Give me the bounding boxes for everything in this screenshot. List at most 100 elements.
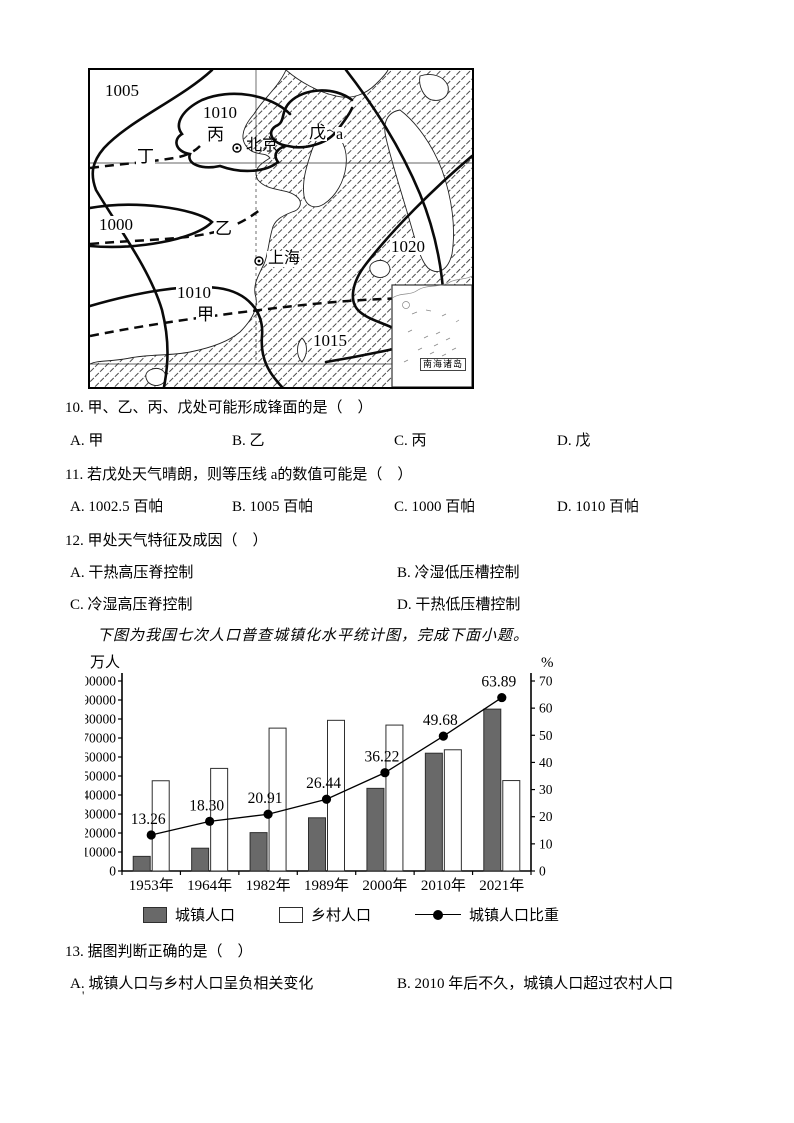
rural-bar xyxy=(327,719,345,872)
q11-option-d: D. 1010 百帕 xyxy=(557,499,640,515)
q12-option-c: C. 冷湿高压脊控制 xyxy=(70,597,193,613)
q10-option-d: D. 戊 xyxy=(557,433,591,449)
left-tick-label: 70000 xyxy=(85,731,116,746)
legend-item-ratio: 城镇人口比重 xyxy=(415,904,559,925)
x-category-label: 1953年 xyxy=(129,877,174,894)
left-tick-label: 50000 xyxy=(85,769,116,784)
urban-bar xyxy=(132,855,151,872)
ratio-point xyxy=(321,794,332,804)
isobar-1010-south xyxy=(90,285,284,387)
urban-swatch-icon xyxy=(143,906,167,923)
x-category-label: 1964年 xyxy=(187,877,232,894)
isobar-label-1020: 1020 xyxy=(390,237,426,256)
q11-option-a: A. 1002.5 百帕 xyxy=(70,499,164,515)
rural-bar xyxy=(151,780,170,872)
isobar-label-1015: 1015 xyxy=(312,331,348,350)
left-tick-label: 100000 xyxy=(85,674,116,689)
left-tick-label: 30000 xyxy=(85,807,116,822)
urban-bar xyxy=(308,817,326,872)
ratio-point-label: 20.91 xyxy=(248,790,283,807)
point-label-bing: 丙 xyxy=(206,125,225,144)
isobar-label-1005: 1005 xyxy=(104,81,140,100)
q12-option-d: D. 干热低压槽控制 xyxy=(397,597,521,613)
ratio-line-icon xyxy=(415,908,462,922)
city-label-beijing: 北京 xyxy=(246,137,279,154)
isobar-lines xyxy=(90,70,472,387)
ratio-point-label: 26.44 xyxy=(306,775,341,792)
point-label-jia: 甲 xyxy=(196,305,215,324)
trough-ding xyxy=(90,145,201,170)
isoline-label-a: a xyxy=(335,126,345,143)
right-tick-label: 30 xyxy=(539,782,553,797)
legend-label-rural: 乡村人口 xyxy=(311,908,372,924)
ratio-point-label: 13.26 xyxy=(131,811,166,828)
urban-bar xyxy=(249,832,268,872)
q12-option-b: B. 冷湿低压槽控制 xyxy=(397,565,520,581)
urban-bar xyxy=(366,787,385,872)
point-label-wu: 戊 xyxy=(308,123,327,142)
q11-option-b: B. 1005 百帕 xyxy=(232,499,314,515)
right-axis-unit: % xyxy=(541,655,554,671)
legend-label-ratio: 城镇人口比重 xyxy=(469,908,560,924)
right-tick-label: 20 xyxy=(539,809,553,824)
legend-item-rural: 乡村人口 xyxy=(279,904,371,925)
isobar-1005 xyxy=(91,70,214,387)
urban-bar xyxy=(191,847,210,872)
q13-option-b: B. 2010 年后不久，城镇人口超过农村人口 xyxy=(397,976,674,992)
inset-caption: 南海诸岛 xyxy=(420,358,467,371)
stray-mark: ' xyxy=(82,988,85,1003)
point-label-yi: 乙 xyxy=(214,219,233,238)
rural-swatch-icon xyxy=(279,906,304,923)
q10-option-b: B. 乙 xyxy=(232,433,265,449)
census-chart-canvas: 0 10000 20000 30000 40000 50000 60000 70000 8000… xyxy=(76,654,554,894)
right-tick-label: 70 xyxy=(539,674,553,689)
coastline-paths xyxy=(90,70,454,386)
left-tick-label: 90000 xyxy=(85,693,116,708)
question-11-stem: 11. 若戊处天气晴朗，则等压线 a的数值可能是（ ） xyxy=(65,467,413,483)
urban-bar xyxy=(483,708,502,872)
right-tick-label: 60 xyxy=(539,701,553,716)
trough-yi xyxy=(90,207,263,246)
isobar-ne-trough xyxy=(344,70,446,304)
ratio-point-label: 36.22 xyxy=(364,749,399,766)
left-tick-label: 10000 xyxy=(85,845,116,860)
x-category-label: 2021年 xyxy=(479,877,524,894)
rural-bar xyxy=(385,724,404,872)
x-category-label: 1989年 xyxy=(304,877,349,894)
ratio-point xyxy=(205,816,215,826)
census-chart: 0 10000 20000 30000 40000 50000 60000 70000 8000… xyxy=(76,652,585,925)
question-12-stem: 12. 甲处天气特征及成因（ ） xyxy=(65,533,268,549)
ratio-point-label: 63.89 xyxy=(481,674,516,691)
urban-bar xyxy=(424,752,443,872)
left-tick-label: 0 xyxy=(109,864,116,879)
weather-map-canvas xyxy=(90,70,472,387)
right-tick-label: 50 xyxy=(539,728,553,743)
chart-intro-text: 下图为我国七次人口普查城镇化水平统计图，完成下面小题。 xyxy=(97,628,530,644)
q12-option-a: A. 干热高压脊控制 xyxy=(70,565,194,581)
ratio-point xyxy=(497,692,507,703)
left-tick-label: 60000 xyxy=(85,750,116,765)
isobar-label-1000: 1000 xyxy=(98,215,134,234)
ratio-point-label: 49.68 xyxy=(423,712,458,729)
point-label-ding: 丁 xyxy=(136,147,155,166)
legend-item-urban: 城镇人口 xyxy=(143,904,235,925)
ratio-point xyxy=(380,768,390,778)
ratio-point xyxy=(146,830,156,840)
city-label-shanghai: 上海 xyxy=(267,250,302,267)
x-category-label: 2010年 xyxy=(421,877,466,894)
question-13-stem: 13. 据图判断正确的是（ ） xyxy=(65,944,253,960)
right-tick-label: 40 xyxy=(539,755,553,770)
x-category-label: 1982年 xyxy=(246,877,291,894)
isobar-1010-north-loop xyxy=(175,92,292,173)
left-tick-label: 80000 xyxy=(85,712,116,727)
q10-option-c: C. 丙 xyxy=(394,433,427,449)
ratio-point xyxy=(263,809,273,819)
weather-map-figure: 1005 1010 丙 北京 戊 a 丁 1000 乙 上海 1010 甲 10… xyxy=(88,68,474,389)
city-markers xyxy=(232,143,264,266)
right-tick-label: 10 xyxy=(539,836,553,851)
legend-label-urban: 城镇人口 xyxy=(175,908,236,924)
question-10-stem: 10. 甲、乙、丙、戊处可能形成锋面的是（ ） xyxy=(65,400,373,416)
q11-option-c: C. 1000 百帕 xyxy=(394,499,476,515)
isobar-1000-closed xyxy=(90,203,214,249)
